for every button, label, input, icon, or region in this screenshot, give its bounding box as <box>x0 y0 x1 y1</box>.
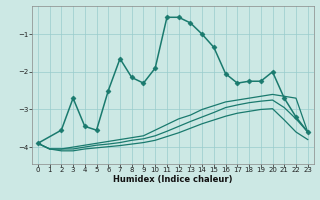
X-axis label: Humidex (Indice chaleur): Humidex (Indice chaleur) <box>113 175 233 184</box>
